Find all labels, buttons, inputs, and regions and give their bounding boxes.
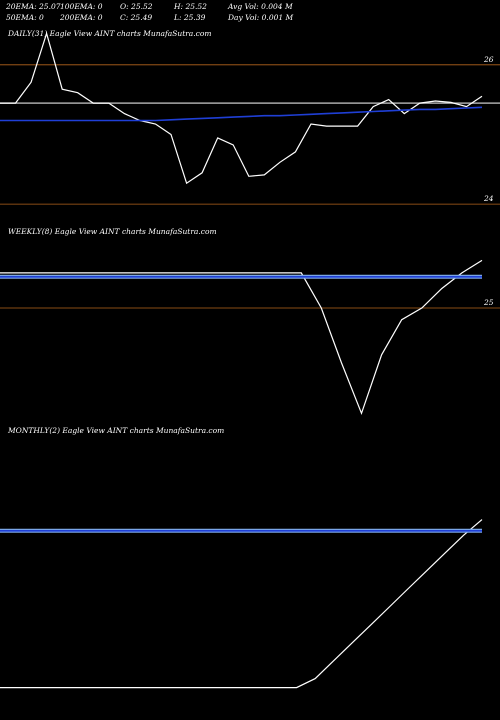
daily-price-line — [0, 31, 483, 185]
ema50-label: 50EMA: 0 — [6, 13, 44, 22]
weekly-panel: 25 — [0, 259, 500, 416]
monthly-panel — [0, 519, 483, 689]
daily-panel-label: DAILY(31) Eagle View AINT charts MunafaS… — [8, 29, 212, 38]
ema20-label: 20EMA: 25.07 — [6, 2, 61, 11]
weekly-y-tick-0: 25 — [483, 298, 494, 307]
weekly-price-line — [0, 259, 483, 416]
monthly-panel-label: MONTHLY(2) Eagle View AINT charts Munafa… — [8, 426, 225, 435]
daily-panel: 24 26 — [0, 31, 500, 205]
ema100-label: 100EMA: 0 — [60, 2, 103, 11]
close-label: C: 25.49 — [120, 13, 153, 22]
daily-y-tick-0: 24 — [483, 194, 494, 203]
avg-vol-label: Avg Vol: 0.004 M — [228, 2, 293, 11]
day-vol-label: Day Vol: 0.001 M — [228, 13, 294, 22]
daily-ema-line — [0, 106, 483, 122]
high-label: H: 25.52 — [174, 2, 207, 11]
monthly-price-line — [0, 519, 483, 689]
open-label: O: 25.52 — [120, 2, 153, 11]
ema200-label: 200EMA: 0 — [60, 13, 103, 22]
low-label: L: 25.39 — [174, 13, 206, 22]
daily-y-tick-1: 26 — [483, 55, 494, 64]
weekly-panel-label: WEEKLY(8) Eagle View AINT charts MunafaS… — [8, 227, 217, 236]
